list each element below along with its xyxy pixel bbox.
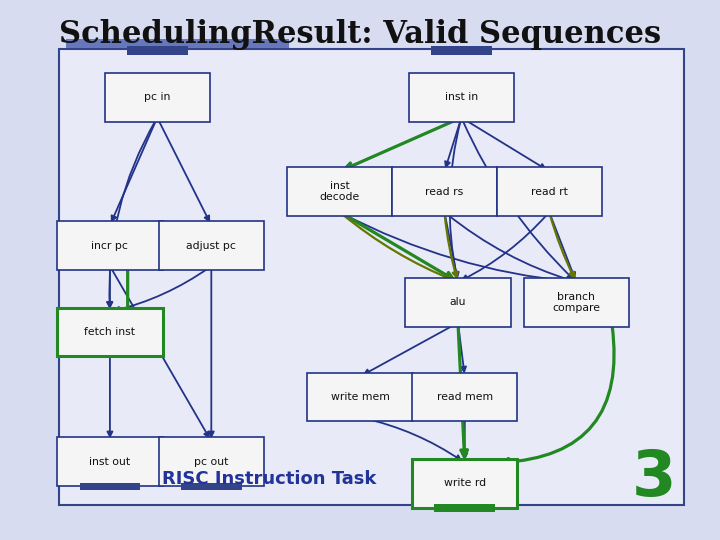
Bar: [181, 483, 242, 490]
FancyBboxPatch shape: [57, 308, 163, 356]
FancyBboxPatch shape: [104, 73, 210, 122]
Text: SchedulingResult: Valid Sequences: SchedulingResult: Valid Sequences: [59, 19, 661, 50]
FancyBboxPatch shape: [412, 373, 518, 421]
Text: inst in: inst in: [445, 92, 478, 102]
Text: 3: 3: [631, 447, 676, 509]
Text: write rd: write rd: [444, 478, 486, 488]
Text: read rt: read rt: [531, 187, 567, 197]
FancyBboxPatch shape: [158, 437, 264, 486]
FancyBboxPatch shape: [409, 73, 514, 122]
Text: pc in: pc in: [144, 92, 171, 102]
FancyBboxPatch shape: [392, 167, 498, 216]
Text: branch
compare: branch compare: [552, 292, 600, 313]
FancyBboxPatch shape: [405, 278, 510, 327]
FancyBboxPatch shape: [287, 167, 392, 216]
FancyBboxPatch shape: [59, 49, 685, 505]
FancyBboxPatch shape: [57, 221, 163, 270]
Bar: [431, 46, 492, 55]
Text: RISC Instruction Task: RISC Instruction Task: [161, 470, 376, 488]
Text: alu: alu: [450, 298, 467, 307]
Text: read rs: read rs: [426, 187, 464, 197]
Bar: [79, 483, 140, 490]
Text: fetch inst: fetch inst: [84, 327, 135, 337]
Bar: [127, 46, 188, 55]
Bar: [434, 504, 495, 512]
Text: read mem: read mem: [437, 392, 492, 402]
FancyBboxPatch shape: [497, 167, 602, 216]
Text: inst
decode: inst decode: [320, 181, 360, 202]
FancyBboxPatch shape: [307, 373, 413, 421]
Text: incr pc: incr pc: [91, 241, 128, 251]
Text: write mem: write mem: [330, 392, 390, 402]
Bar: [66, 39, 289, 48]
Text: pc out: pc out: [194, 457, 228, 467]
FancyBboxPatch shape: [412, 459, 518, 508]
FancyBboxPatch shape: [158, 221, 264, 270]
Text: adjust pc: adjust pc: [186, 241, 236, 251]
FancyBboxPatch shape: [57, 437, 163, 486]
FancyBboxPatch shape: [523, 278, 629, 327]
Text: inst out: inst out: [89, 457, 130, 467]
